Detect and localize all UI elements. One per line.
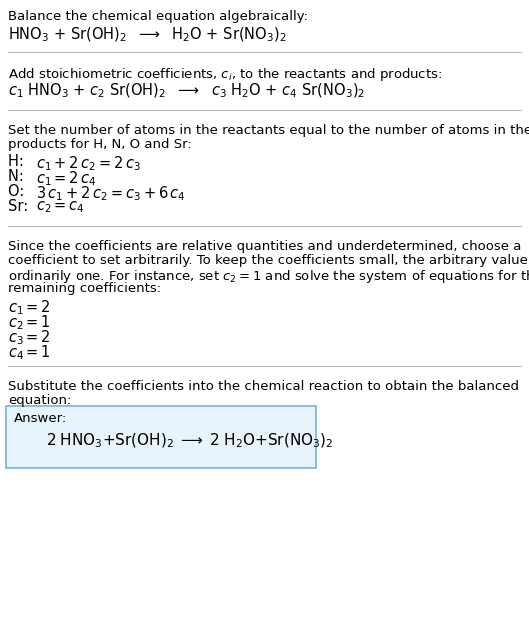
Text: $2\;\mathregular{HNO_3}$$ + \mathregular{Sr(OH)_2}$$\;\longrightarrow\;$$2\;\mat: $2\;\mathregular{HNO_3}$$ + \mathregular… — [46, 432, 334, 450]
Text: $3\,c_1 + 2\,c_2 = c_3 + 6\,c_4$: $3\,c_1 + 2\,c_2 = c_3 + 6\,c_4$ — [36, 184, 186, 203]
Text: Sr:: Sr: — [8, 199, 33, 214]
Text: H:: H: — [8, 154, 33, 169]
Text: coefficient to set arbitrarily. To keep the coefficients small, the arbitrary va: coefficient to set arbitrarily. To keep … — [8, 254, 529, 267]
Text: equation:: equation: — [8, 394, 71, 407]
Text: products for H, N, O and Sr:: products for H, N, O and Sr: — [8, 138, 191, 151]
Text: $c_2 = c_4$: $c_2 = c_4$ — [36, 199, 85, 214]
Text: N:: N: — [8, 169, 33, 184]
Text: ordinarily one. For instance, set $c_2 = 1$ and solve the system of equations fo: ordinarily one. For instance, set $c_2 =… — [8, 268, 529, 285]
Text: $c_1 = 2$: $c_1 = 2$ — [8, 298, 51, 317]
Text: remaining coefficients:: remaining coefficients: — [8, 282, 161, 295]
Text: Balance the chemical equation algebraically:: Balance the chemical equation algebraica… — [8, 10, 308, 23]
Text: $c_1 + 2\,c_2 = 2\,c_3$: $c_1 + 2\,c_2 = 2\,c_3$ — [36, 154, 141, 172]
Text: Set the number of atoms in the reactants equal to the number of atoms in the: Set the number of atoms in the reactants… — [8, 124, 529, 137]
Text: O:: O: — [8, 184, 34, 199]
Text: $c_1 = 2\,c_4$: $c_1 = 2\,c_4$ — [36, 169, 97, 187]
Text: Substitute the coefficients into the chemical reaction to obtain the balanced: Substitute the coefficients into the che… — [8, 380, 519, 393]
Text: $c_4 = 1$: $c_4 = 1$ — [8, 343, 51, 362]
Text: $c_3 = 2$: $c_3 = 2$ — [8, 328, 51, 347]
Text: $c_1$ $\mathregular{HNO_3}$ + $c_2$ $\mathregular{Sr(OH)_2}$  $\longrightarrow$ : $c_1$ $\mathregular{HNO_3}$ + $c_2$ $\ma… — [8, 82, 366, 100]
Text: Add stoichiometric coefficients, $c_i$, to the reactants and products:: Add stoichiometric coefficients, $c_i$, … — [8, 66, 442, 83]
Text: $\mathregular{HNO_3}$ + $\mathregular{Sr(OH)_2}$  $\longrightarrow$  $\mathregul: $\mathregular{HNO_3}$ + $\mathregular{Sr… — [8, 26, 287, 45]
FancyBboxPatch shape — [6, 406, 316, 468]
Text: $c_2 = 1$: $c_2 = 1$ — [8, 313, 51, 332]
Text: Since the coefficients are relative quantities and underdetermined, choose a: Since the coefficients are relative quan… — [8, 240, 522, 253]
Text: Answer:: Answer: — [14, 412, 67, 425]
